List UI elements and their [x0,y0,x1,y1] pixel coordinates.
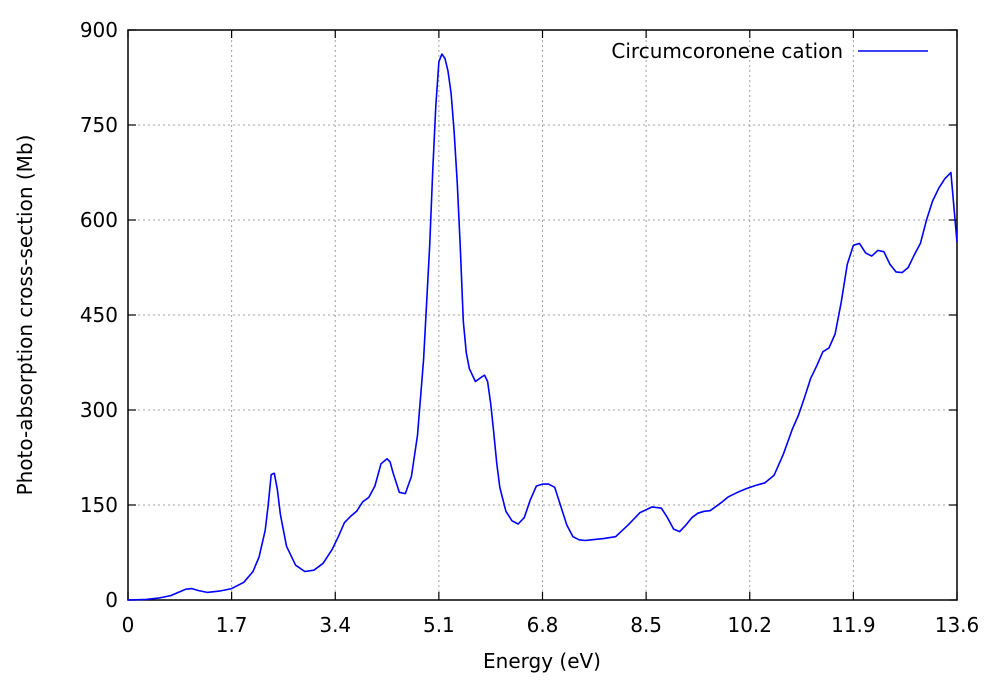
x-tick-label: 1.7 [216,613,248,637]
x-tick-label: 0 [122,613,135,637]
y-tick-label: 750 [80,113,118,137]
x-tick-label: 8.5 [630,613,662,637]
x-tick-label: 13.6 [935,613,980,637]
y-tick-label: 600 [80,208,118,232]
y-tick-label: 900 [80,18,118,42]
series-line [127,53,958,601]
x-tick-label: 3.4 [319,613,351,637]
x-axis-title: Energy (eV) [483,649,601,673]
y-tick-label: 150 [80,493,118,517]
y-tick-label: 450 [80,303,118,327]
ticks-layer: 0 1.7 3.4 5.1 6.8 8.5 10.2 11.9 13.6 0 150 300 450 60… [80,18,979,637]
x-tick-label: 6.8 [527,613,559,637]
y-axis-title: Photo-absorption cross-section (Mb) [13,135,37,496]
series-layer [127,53,958,601]
x-tick-label: 11.9 [831,613,876,637]
y-tick-label: 0 [105,588,118,612]
legend-label: Circumcoronene cation [611,39,843,63]
grid-layer [128,30,957,600]
y-tick-label: 300 [80,398,118,422]
x-tick-label: 10.2 [727,613,772,637]
x-tick-label: 5.1 [423,613,455,637]
legend: Circumcoronene cation [611,39,928,63]
